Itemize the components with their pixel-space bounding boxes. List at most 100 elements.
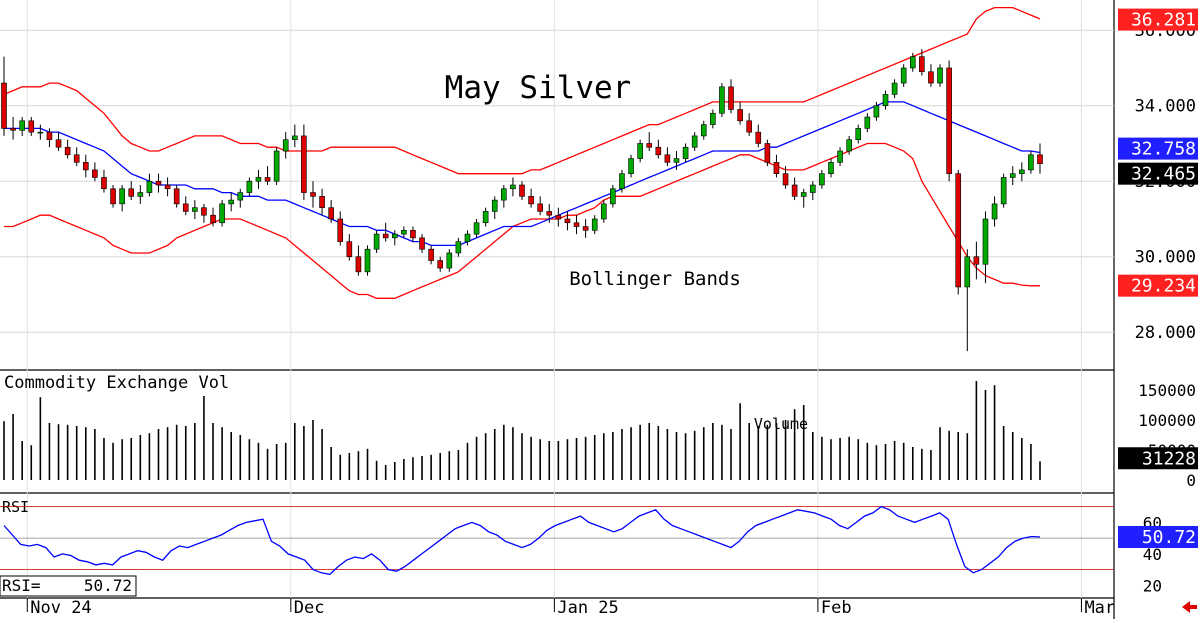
candle [737,101,743,125]
candle-body [755,131,762,144]
candle [909,52,916,72]
candle-body [228,199,234,205]
candle-body [791,184,798,197]
candle-body [637,143,643,159]
candle [128,181,135,201]
value-badge: 36.281 [1118,8,1198,31]
candle-body [282,139,289,152]
candle-body [937,67,943,84]
candle [982,211,989,284]
candle-body [201,207,207,216]
candle [1019,162,1025,182]
candle-body [355,256,362,273]
candle-body [646,143,653,148]
candle [1037,143,1043,174]
value-badge-bg [1118,447,1198,470]
candle-body [582,226,589,231]
value-badge-bg [1118,274,1198,297]
chart-title: May Silver [445,70,632,106]
candle-body [28,120,35,133]
candle-body [19,120,25,131]
candle-body [473,222,480,235]
candle-body [764,143,771,163]
x-tick-label: Mar [1084,598,1115,618]
candle [201,203,207,223]
candle [346,234,353,261]
candle [573,215,580,235]
candle [900,64,907,87]
candle-body [982,218,989,265]
candle [82,154,89,178]
candle [219,200,225,227]
candle-body [173,188,180,205]
candle [491,196,498,219]
candle [173,185,180,208]
candle [273,147,280,185]
candle-body [101,177,107,190]
candlesticks [1,49,1043,352]
candle [791,177,798,201]
value-badge-bg [1118,8,1198,31]
candle-body [446,252,453,269]
candle [700,120,707,140]
candle-body [264,177,271,182]
candle-body [182,203,189,212]
candle [237,188,244,208]
candle-body [782,173,789,186]
candle [228,192,234,212]
candle-body [419,237,425,250]
candle [146,173,153,197]
candle-body [464,233,471,242]
price-tick-label: 34.000 [1135,97,1196,117]
candle-body [64,146,71,156]
candle-body [1028,154,1034,171]
left-arrow-icon[interactable] [1182,601,1197,613]
candle [964,249,971,352]
volume-annotation: Volume [754,415,808,433]
candle [282,132,289,159]
candle-body [482,211,489,224]
volume-axis-ticks: 050000100000150000 [1138,381,1196,490]
candle [355,245,362,276]
candle [292,124,298,148]
candle-body [310,192,316,197]
candle-body [328,207,334,220]
candle-body [410,230,416,239]
candle-body [210,214,216,224]
candle-body [828,162,834,174]
candle [773,154,780,178]
candle [946,60,952,182]
candle [800,188,807,208]
volume-tick-label: 0 [1186,471,1196,490]
candle [19,117,25,136]
candle [937,64,943,87]
candle [92,162,98,182]
candle-body [546,211,553,216]
candle [1,56,7,136]
candle-body [37,131,44,134]
candle-body [537,203,543,212]
candle [437,256,444,272]
candle-body [737,109,743,122]
candle [519,181,525,201]
lower-band-line [4,142,1040,299]
candle [864,113,871,133]
value-badge: 29.234 [1118,274,1198,297]
candle-body [119,188,125,205]
value-badge-bg [1118,137,1198,160]
candle [691,132,698,152]
upper-band-line [3,6,1041,175]
candle [501,185,507,208]
candle-body [728,86,734,110]
candle [991,196,998,227]
rsi-line [3,505,1041,576]
candle [64,139,71,159]
candle [882,90,889,110]
candle [446,249,453,272]
candle [210,207,216,227]
value-badge-text: 32.465 [1131,164,1196,185]
value-badge-text: 50.72 [1142,527,1196,548]
candle-body [682,146,689,159]
x-tick-label: Dec [294,598,325,618]
